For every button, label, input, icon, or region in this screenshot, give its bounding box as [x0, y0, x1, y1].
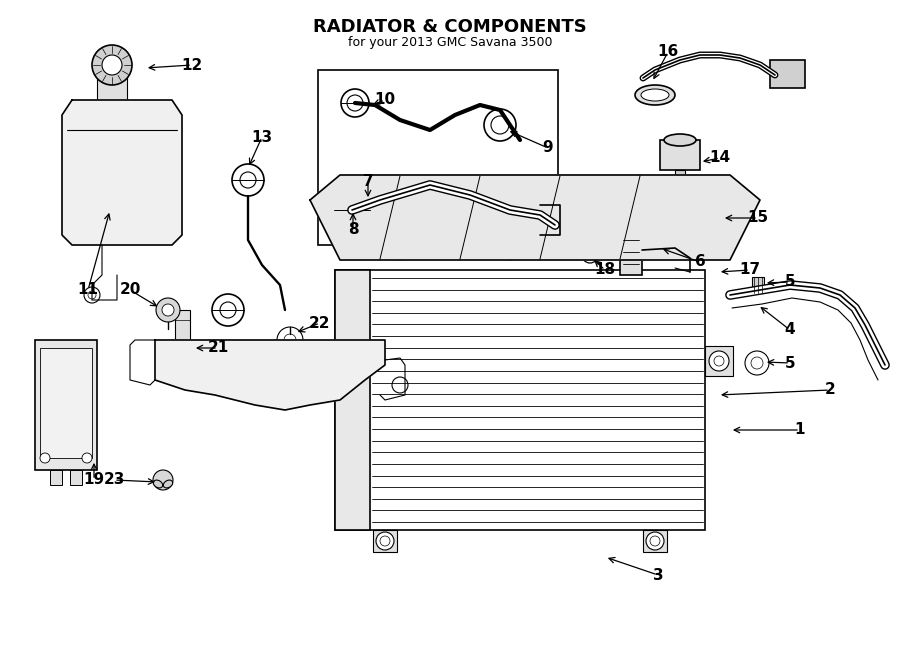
- Text: 4: 4: [785, 323, 796, 338]
- Circle shape: [376, 532, 394, 550]
- Circle shape: [507, 250, 513, 256]
- Text: 17: 17: [740, 262, 760, 278]
- Circle shape: [220, 302, 236, 318]
- Circle shape: [582, 247, 598, 263]
- Text: 19: 19: [84, 473, 104, 488]
- Text: 22: 22: [310, 315, 331, 330]
- Text: 12: 12: [182, 58, 202, 73]
- Circle shape: [413, 183, 427, 197]
- Bar: [335, 270, 705, 530]
- Circle shape: [617, 245, 623, 251]
- Ellipse shape: [682, 211, 718, 225]
- Circle shape: [745, 351, 769, 375]
- Circle shape: [380, 536, 390, 546]
- Circle shape: [88, 291, 96, 299]
- Circle shape: [646, 532, 664, 550]
- Circle shape: [503, 246, 517, 260]
- Bar: [752, 277, 764, 293]
- Circle shape: [153, 470, 173, 490]
- Circle shape: [633, 175, 647, 189]
- Text: 8: 8: [347, 223, 358, 237]
- Circle shape: [102, 55, 122, 75]
- Ellipse shape: [635, 85, 675, 105]
- Text: 9: 9: [543, 141, 553, 155]
- Circle shape: [397, 250, 403, 256]
- Polygon shape: [310, 175, 760, 260]
- Bar: [770, 60, 805, 88]
- Ellipse shape: [641, 89, 669, 101]
- Text: 6: 6: [695, 254, 706, 270]
- Bar: [70, 470, 82, 485]
- Text: 15: 15: [747, 210, 769, 225]
- Circle shape: [82, 453, 92, 463]
- Text: 5: 5: [785, 274, 796, 290]
- Text: 10: 10: [374, 93, 396, 108]
- Circle shape: [393, 246, 407, 260]
- Text: RADIATOR & COMPONENTS: RADIATOR & COMPONENTS: [313, 18, 587, 36]
- Bar: [40, 348, 92, 458]
- Ellipse shape: [675, 207, 725, 229]
- Text: 7: 7: [363, 175, 374, 190]
- Ellipse shape: [163, 480, 173, 488]
- Bar: [318, 70, 558, 245]
- Text: 21: 21: [207, 340, 229, 356]
- Bar: [675, 170, 685, 188]
- Text: 18: 18: [594, 262, 616, 278]
- Circle shape: [586, 251, 594, 259]
- Circle shape: [613, 241, 627, 255]
- Text: 16: 16: [657, 44, 679, 59]
- Circle shape: [341, 89, 369, 117]
- Bar: [643, 530, 667, 552]
- Bar: [97, 75, 127, 103]
- Circle shape: [162, 304, 174, 316]
- Text: for your 2013 GMC Savana 3500: for your 2013 GMC Savana 3500: [347, 36, 553, 49]
- Bar: [50, 470, 62, 485]
- Circle shape: [240, 172, 256, 188]
- Bar: [660, 140, 700, 170]
- Text: 2: 2: [824, 383, 835, 397]
- Circle shape: [156, 298, 180, 322]
- Bar: [35, 340, 97, 470]
- Circle shape: [40, 453, 50, 463]
- Circle shape: [334, 192, 370, 228]
- Text: 1: 1: [795, 422, 806, 438]
- Text: 11: 11: [77, 282, 98, 297]
- Circle shape: [417, 187, 423, 193]
- Circle shape: [232, 164, 264, 196]
- Circle shape: [347, 95, 363, 111]
- Circle shape: [650, 536, 660, 546]
- Bar: [373, 530, 397, 552]
- Circle shape: [284, 334, 296, 346]
- Circle shape: [342, 200, 362, 220]
- Circle shape: [527, 182, 533, 188]
- Ellipse shape: [664, 134, 696, 146]
- Circle shape: [637, 179, 643, 185]
- Circle shape: [709, 351, 729, 371]
- Circle shape: [392, 377, 408, 393]
- Circle shape: [714, 356, 724, 366]
- Circle shape: [491, 116, 509, 134]
- Text: 23: 23: [104, 473, 125, 488]
- Circle shape: [751, 357, 763, 369]
- Bar: [705, 346, 733, 376]
- Text: 3: 3: [652, 568, 663, 582]
- Bar: [335, 270, 370, 530]
- Circle shape: [92, 45, 132, 85]
- Polygon shape: [155, 340, 385, 410]
- Text: 13: 13: [251, 130, 273, 145]
- Bar: [620, 230, 642, 275]
- Circle shape: [484, 109, 516, 141]
- Text: 20: 20: [120, 282, 140, 297]
- Circle shape: [212, 294, 244, 326]
- Circle shape: [277, 327, 303, 353]
- Text: 5: 5: [785, 356, 796, 371]
- Polygon shape: [62, 100, 182, 245]
- Circle shape: [84, 287, 100, 303]
- Circle shape: [523, 178, 537, 192]
- Bar: [175, 310, 190, 345]
- Ellipse shape: [153, 480, 163, 488]
- Text: 14: 14: [709, 151, 731, 165]
